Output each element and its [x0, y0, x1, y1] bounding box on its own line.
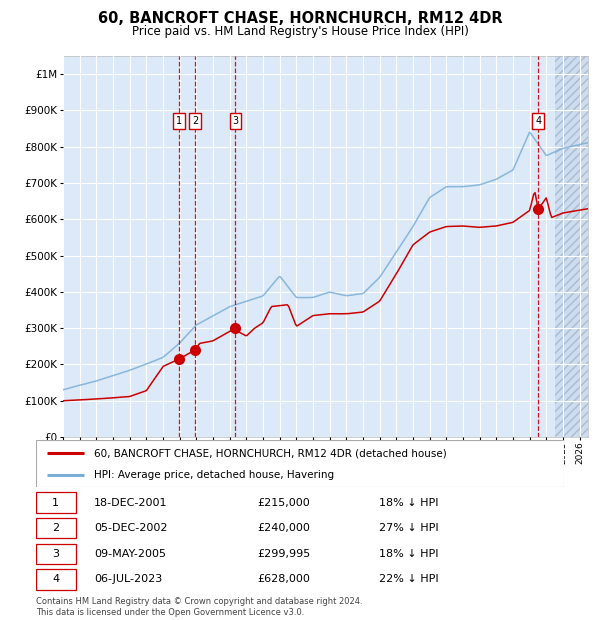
Text: 3: 3	[232, 116, 239, 126]
Text: 27% ↓ HPI: 27% ↓ HPI	[379, 523, 439, 533]
Text: 06-JUL-2023: 06-JUL-2023	[94, 574, 163, 584]
Text: 18% ↓ HPI: 18% ↓ HPI	[379, 498, 439, 508]
FancyBboxPatch shape	[36, 492, 76, 513]
FancyBboxPatch shape	[36, 569, 76, 590]
Text: £299,995: £299,995	[258, 549, 311, 559]
Text: This data is licensed under the Open Government Licence v3.0.: This data is licensed under the Open Gov…	[36, 608, 304, 617]
Text: 1: 1	[176, 116, 182, 126]
Text: 4: 4	[52, 574, 59, 584]
Text: 1: 1	[52, 498, 59, 508]
Text: £240,000: £240,000	[258, 523, 311, 533]
Text: 2: 2	[52, 523, 59, 533]
Text: 4: 4	[535, 116, 541, 126]
Text: 60, BANCROFT CHASE, HORNCHURCH, RM12 4DR (detached house): 60, BANCROFT CHASE, HORNCHURCH, RM12 4DR…	[94, 448, 447, 458]
Text: 18-DEC-2001: 18-DEC-2001	[94, 498, 167, 508]
Text: 2: 2	[192, 116, 198, 126]
Text: 18% ↓ HPI: 18% ↓ HPI	[379, 549, 439, 559]
Text: 09-MAY-2005: 09-MAY-2005	[94, 549, 166, 559]
Text: 60, BANCROFT CHASE, HORNCHURCH, RM12 4DR: 60, BANCROFT CHASE, HORNCHURCH, RM12 4DR	[98, 11, 502, 26]
Text: 05-DEC-2002: 05-DEC-2002	[94, 523, 167, 533]
Text: 22% ↓ HPI: 22% ↓ HPI	[379, 574, 439, 584]
Text: £215,000: £215,000	[258, 498, 311, 508]
Bar	[554, 56, 588, 437]
Text: Contains HM Land Registry data © Crown copyright and database right 2024.: Contains HM Land Registry data © Crown c…	[36, 597, 362, 606]
Text: £628,000: £628,000	[258, 574, 311, 584]
FancyBboxPatch shape	[36, 544, 76, 564]
Text: 3: 3	[52, 549, 59, 559]
Text: Price paid vs. HM Land Registry's House Price Index (HPI): Price paid vs. HM Land Registry's House …	[131, 25, 469, 37]
FancyBboxPatch shape	[36, 518, 76, 538]
Text: HPI: Average price, detached house, Havering: HPI: Average price, detached house, Have…	[94, 470, 334, 480]
